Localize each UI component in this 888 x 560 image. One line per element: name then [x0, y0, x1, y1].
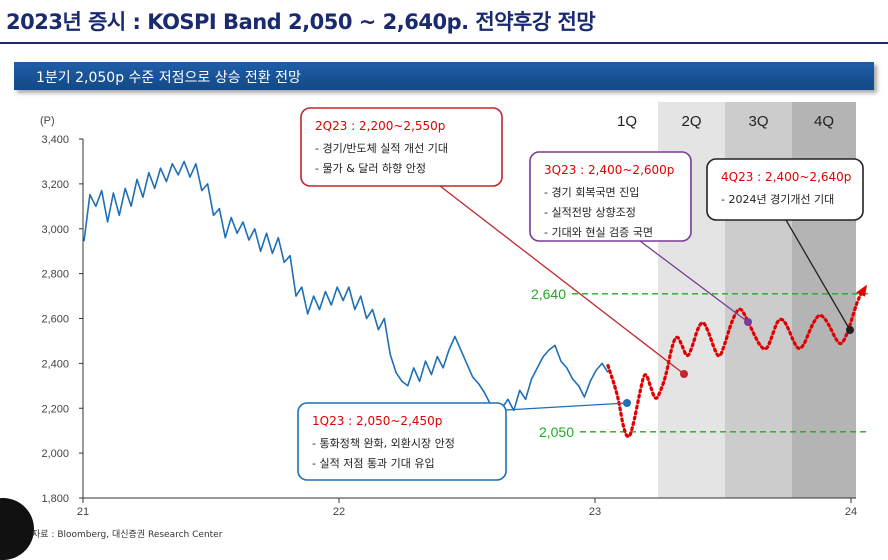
callout-line: - 경기/반도체 실적 개선 기대: [315, 142, 448, 155]
y-tick-label: 2,200: [41, 403, 69, 415]
x-tick-label: 24: [845, 506, 857, 518]
callout-point-4: [846, 326, 854, 334]
y-tick-label: 3,400: [41, 134, 69, 146]
title-rule: [0, 42, 888, 44]
page-title: 2023년 증시 : KOSPI Band 2,050 ~ 2,640p. 전약…: [6, 10, 596, 34]
callout-box-4: [706, 158, 864, 221]
callout-line: - 기대와 현실 검증 국면: [544, 226, 653, 239]
callout-box-2: [300, 107, 503, 187]
callout-line: - 통화정책 완화, 외환시장 안정: [312, 437, 455, 450]
quarter-label: 1Q: [617, 113, 637, 130]
subtitle-banner: 1분기 2,050p 수준 저점으로 상승 전환 전망: [14, 62, 874, 90]
y-tick-label: 1,800: [41, 493, 69, 505]
callout-point-3: [744, 318, 752, 326]
band-label: 2,050: [539, 424, 574, 440]
source-note: 자료 : Bloomberg, 대신증권 Research Center: [32, 530, 223, 540]
callout-title: 1Q23 : 2,050~2,450p: [312, 414, 442, 428]
callout-title: 3Q23 : 2,400~2,600p: [544, 163, 674, 177]
forecast-arrowhead: [856, 284, 867, 297]
callout-point-2: [680, 370, 688, 378]
y-tick-label: 3,200: [41, 179, 69, 191]
y-unit-label: (P): [40, 115, 55, 127]
y-tick-label: 3,000: [41, 224, 69, 236]
quarter-label: 4Q: [814, 113, 834, 130]
forecast-path: [606, 290, 864, 439]
y-tick-label: 2,800: [41, 269, 69, 281]
callout-line: - 실적 저점 통과 기대 유입: [312, 457, 435, 470]
callout-title: 2Q23 : 2,200~2,550p: [315, 119, 445, 133]
quarter-label: 2Q: [681, 113, 701, 130]
callout-title: 4Q23 : 2,400~2,640p: [721, 170, 851, 184]
callout-line: - 물가 & 달러 하향 안정: [315, 161, 426, 175]
callout-leader-4: [785, 219, 851, 331]
callout-box-3: [529, 151, 692, 242]
quarter-label: 3Q: [748, 113, 768, 130]
y-tick-label: 2,400: [41, 358, 69, 370]
callout-point-1: [623, 399, 631, 407]
kospi-line: [83, 160, 609, 419]
band-label: 2,640: [531, 286, 566, 302]
y-tick-label: 2,000: [41, 448, 69, 460]
callout-line: - 경기 회복국면 진입: [544, 186, 639, 199]
callout-leader-3: [639, 240, 749, 323]
x-tick-label: 23: [589, 506, 601, 518]
y-tick-label: 2,600: [41, 314, 69, 326]
callout-leader-1: [505, 402, 628, 411]
x-tick-label: 21: [77, 506, 89, 518]
callout-box-1: [297, 402, 507, 481]
kospi-chart: 1Q 2Q 3Q 4Q (P) 1,800 2,000 2,200 2,400 2,600 2,80…: [40, 102, 868, 518]
subtitle-text: 1분기 2,050p 수준 저점으로 상승 전환 전망: [36, 70, 301, 86]
x-tick-label: 22: [333, 506, 345, 518]
callout-leader-2: [439, 185, 685, 375]
callout-line: - 2024년 경기개선 기대: [721, 193, 834, 206]
callout-line: - 실적전망 상향조정: [544, 206, 636, 219]
